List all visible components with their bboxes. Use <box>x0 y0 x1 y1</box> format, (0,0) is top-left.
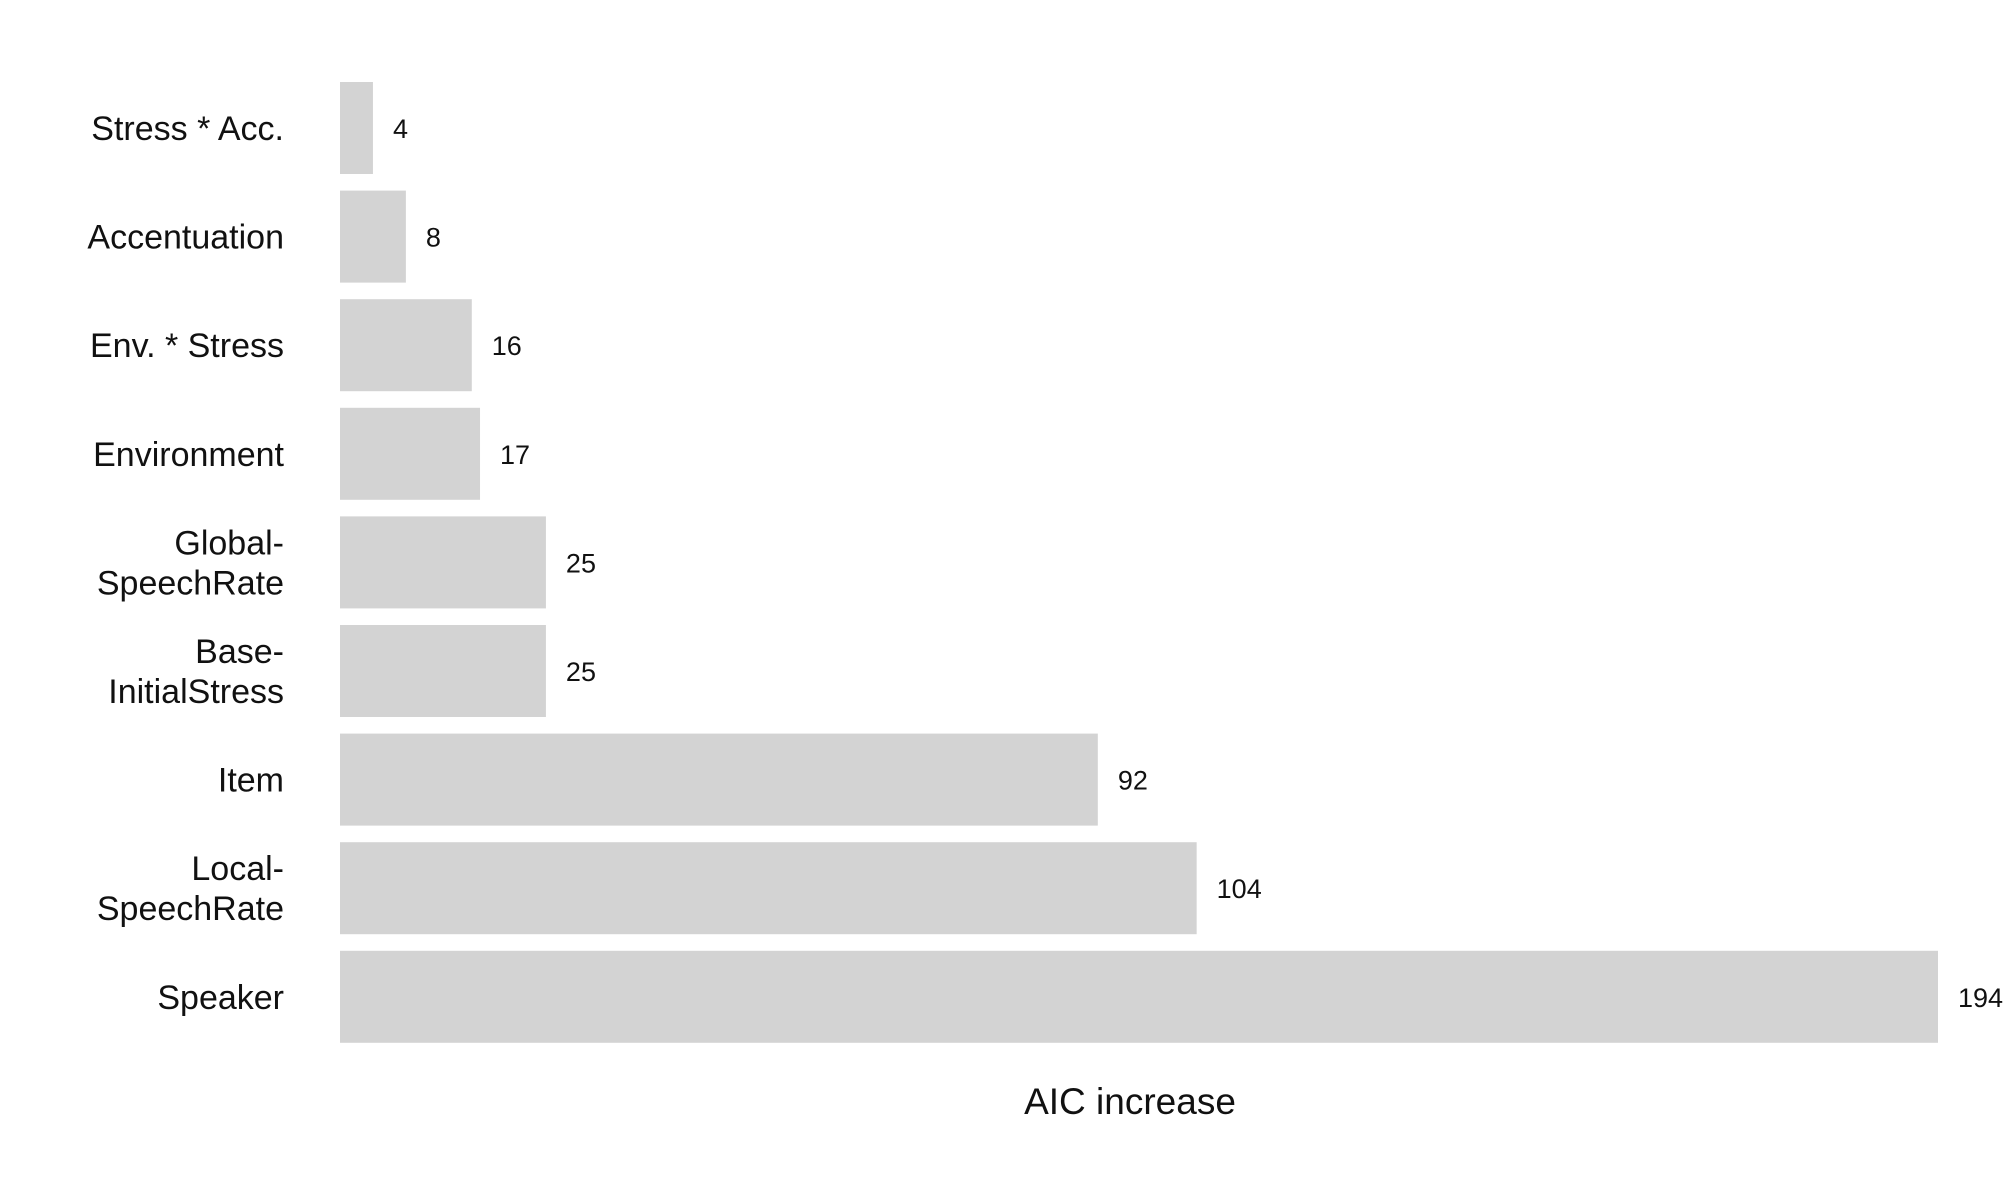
bar <box>340 299 472 392</box>
category-label: Global-SpeechRate <box>97 524 284 602</box>
category-label: Stress * Acc. <box>91 110 284 148</box>
category-label: Local-SpeechRate <box>97 850 284 928</box>
category-label: Item <box>218 762 284 800</box>
bar <box>340 516 546 609</box>
category-label: Accentuation <box>87 219 284 257</box>
value-label: 194 <box>1958 983 2003 1013</box>
value-label: 8 <box>426 223 441 253</box>
bar <box>340 733 1098 826</box>
bar <box>340 407 481 500</box>
category-label: Env. * Stress <box>90 327 284 365</box>
bar <box>340 82 373 174</box>
x-axis-title: AIC increase <box>1024 1081 1236 1122</box>
value-label: 25 <box>566 548 596 578</box>
bar <box>340 190 406 283</box>
value-label: 25 <box>566 657 596 687</box>
value-label: 92 <box>1118 766 1148 796</box>
category-label: Base-InitialStress <box>108 633 284 711</box>
value-label: 17 <box>500 440 530 470</box>
bar <box>340 842 1197 935</box>
bar <box>340 625 546 717</box>
value-label: 16 <box>492 331 522 361</box>
plot-area: 4 Stress * Acc. 8 Accentuation 16 Env. * Stre… <box>87 82 2003 1043</box>
bar <box>340 950 1938 1043</box>
value-label: 104 <box>1217 874 1262 904</box>
value-label: 4 <box>393 114 408 144</box>
category-label: Environment <box>93 436 284 474</box>
category-label: Speaker <box>157 979 284 1017</box>
